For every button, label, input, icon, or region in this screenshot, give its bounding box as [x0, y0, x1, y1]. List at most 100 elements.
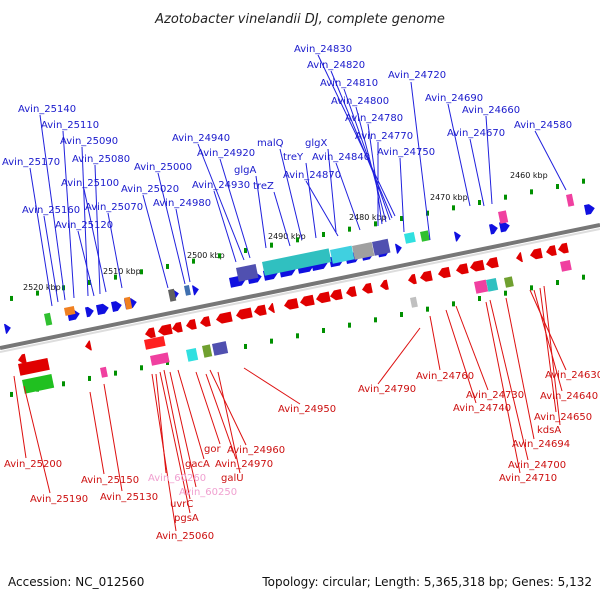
gene-label[interactable]: Avin_24640	[540, 391, 598, 402]
gene-label[interactable]: gor	[204, 444, 221, 455]
gene-label[interactable]: Avin_24740	[453, 403, 511, 414]
gene-label[interactable]: Avin_24950	[278, 404, 336, 415]
gene-label[interactable]: Avin_24800	[331, 96, 389, 107]
gene-label-pseudo[interactable]: Avin_60250	[179, 487, 237, 498]
gene-label[interactable]: glgX	[305, 138, 327, 149]
tick-mark-lower	[140, 365, 143, 371]
gene-label[interactable]: Avin_25110	[41, 120, 99, 131]
leader-line	[62, 130, 75, 299]
tick-mark-upper	[322, 231, 325, 237]
gene-label[interactable]: Avin_25120	[55, 220, 113, 231]
reverse-gene-arrow	[408, 273, 417, 285]
gene-label[interactable]: Avin_24580	[514, 120, 572, 131]
leader-line	[367, 123, 383, 225]
gene-label[interactable]: Avin_24650	[534, 412, 592, 423]
reverse-gene-arrow	[186, 318, 197, 330]
gene-label[interactable]: Avin_25200	[4, 459, 62, 470]
gene-label[interactable]: Avin_24810	[320, 78, 378, 89]
kbp-label-2520: 2520 kbp	[23, 283, 61, 292]
arrow-shape	[346, 286, 357, 297]
gene-label[interactable]: Avin_25080	[72, 154, 130, 165]
gene-label[interactable]: Avin_25170	[2, 157, 60, 168]
leader-line	[209, 369, 247, 446]
feature-box	[566, 193, 575, 207]
gene-label[interactable]: Avin_24690	[425, 93, 483, 104]
forward-gene-arrow	[191, 285, 199, 296]
gene-label[interactable]: gacA	[185, 459, 210, 470]
gene-label[interactable]: uvrC	[170, 499, 193, 510]
leader-line	[505, 297, 535, 440]
gene-label[interactable]: Avin_24750	[377, 147, 435, 158]
tick-mark-lower	[114, 370, 117, 376]
leader-line	[255, 175, 267, 249]
gene-label[interactable]: Avin_24870	[283, 170, 341, 181]
gene-label[interactable]: Avin_25140	[18, 104, 76, 115]
gene-label[interactable]: Avin_24820	[307, 60, 365, 71]
gene-label[interactable]: Avin_24660	[462, 105, 520, 116]
tick-mark-upper	[530, 189, 533, 195]
gene-label[interactable]: Avin_24670	[447, 128, 505, 139]
leader-line	[489, 299, 529, 461]
gene-label[interactable]: Avin_24710	[499, 473, 557, 484]
gene-label[interactable]: Avin_24790	[358, 384, 416, 395]
gene-label[interactable]: Avin_24840	[312, 152, 370, 163]
gene-label[interactable]: Avin_24630	[545, 370, 600, 381]
gene-label[interactable]: Avin_24770	[355, 131, 413, 142]
gene-label-pseudo[interactable]: Avin_60260	[148, 473, 206, 484]
gene-label[interactable]: Avin_25190	[30, 494, 88, 505]
arrow-shape	[18, 353, 27, 365]
gene-label[interactable]: treY	[283, 152, 304, 163]
leader-line	[103, 383, 123, 492]
gene-label[interactable]: Avin_25100	[61, 178, 119, 189]
arrow-shape	[3, 323, 11, 334]
leader-line	[77, 230, 95, 297]
gene-label[interactable]: Avin_24930	[192, 180, 250, 191]
gene-label[interactable]: Avin_25090	[60, 136, 118, 147]
leader-line	[455, 305, 489, 391]
forward-gene-labels: Avin_24830 Avin_24820 Avin_24810 Avin_24…	[2, 44, 572, 231]
gene-label[interactable]: Avin_24720	[388, 70, 446, 81]
gene-label[interactable]: treZ	[253, 181, 274, 192]
gene-label[interactable]: Avin_24830	[294, 44, 352, 55]
reverse-gene-labels: Avin_24950 Avin_24790 Avin_24760 Avin_24…	[4, 370, 600, 542]
leader-line	[177, 369, 205, 460]
gene-label[interactable]: Avin_25020	[121, 184, 179, 195]
gene-label[interactable]: Avin_24940	[172, 133, 230, 144]
tick-mark-upper	[114, 274, 117, 280]
gene-label[interactable]: glgA	[234, 165, 256, 176]
kbp-label-2470: 2470 kbp	[430, 193, 468, 202]
arrow-shape	[186, 318, 197, 330]
gene-label[interactable]: Avin_24760	[416, 371, 474, 382]
feature-box	[124, 296, 133, 310]
gene-label[interactable]: Avin_25000	[134, 162, 192, 173]
reverse-gene-arrow	[85, 340, 92, 351]
arrow-shape	[191, 285, 199, 296]
gene-label[interactable]: Avin_24780	[345, 113, 403, 124]
gene-label[interactable]: Avin_24730	[466, 390, 524, 401]
arrow-shape	[85, 340, 92, 351]
leader-line	[343, 88, 391, 221]
leader-line	[447, 103, 471, 207]
gene-label[interactable]: Avin_24700	[508, 460, 566, 471]
leader-line	[81, 146, 89, 297]
gene-label[interactable]: Avin_25150	[81, 475, 139, 486]
gene-label[interactable]: Avin_24920	[197, 148, 255, 159]
gene-label[interactable]: galU	[221, 473, 244, 484]
gene-label[interactable]: Avin_24694	[512, 439, 570, 450]
gene-label[interactable]: Avin_24960	[227, 445, 285, 456]
leader-line	[217, 371, 241, 474]
gene-label[interactable]: Avin_25130	[100, 492, 158, 503]
gene-label[interactable]: Avin_24980	[153, 198, 211, 209]
arrow-shape	[84, 306, 94, 318]
gene-label[interactable]: pgsA	[174, 513, 199, 524]
tick-mark-upper	[348, 226, 351, 232]
gene-label[interactable]: Avin_24970	[215, 459, 273, 470]
gene-label[interactable]: kdsA	[537, 425, 561, 436]
gene-label[interactable]: Avin_25060	[156, 531, 214, 542]
accession: Accession: NC_012560	[8, 575, 144, 589]
leader-line	[485, 115, 493, 205]
gene-label[interactable]: Avin_25160	[22, 205, 80, 216]
forward-gene-arrow	[498, 221, 510, 233]
gene-label[interactable]: malQ	[257, 138, 284, 149]
gene-label[interactable]: Avin_25070	[85, 202, 143, 213]
